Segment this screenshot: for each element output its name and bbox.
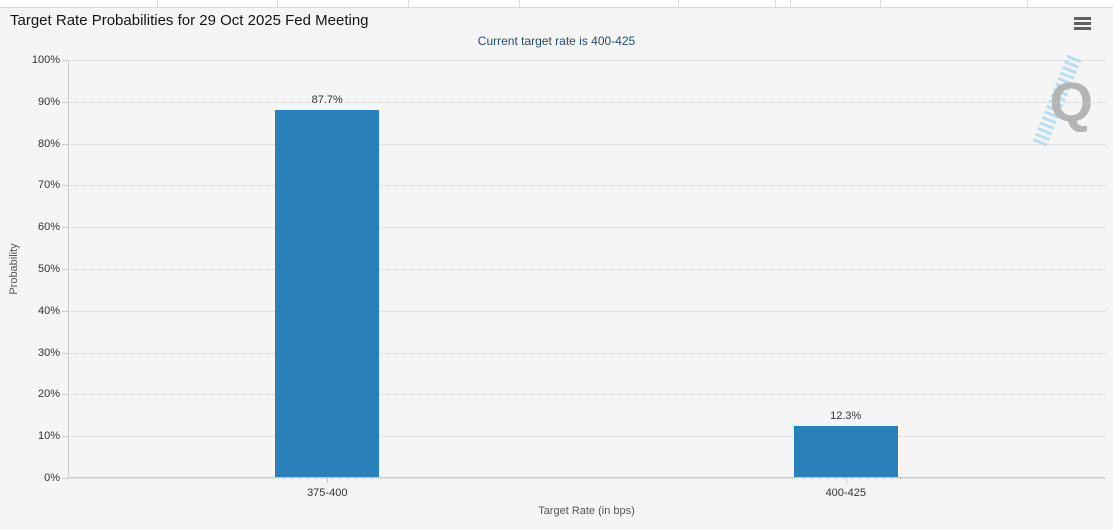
- y-tick-label: 30%: [37, 346, 60, 359]
- y-tick-label: 70%: [37, 179, 60, 192]
- top-strip: [0, 0, 1113, 8]
- gridline-30%: [68, 352, 1105, 354]
- gridline-80%: [68, 143, 1105, 145]
- gridline-100%: [68, 60, 1105, 61]
- chart-subtitle: Current target rate is 400-425: [477, 34, 636, 48]
- watermark-q-letter: Q: [1049, 70, 1093, 133]
- y-tick-label: 40%: [37, 304, 60, 317]
- top-strip-divider: [519, 0, 520, 7]
- y-tick-mark: [62, 60, 68, 61]
- quikstrike-watermark: Q: [1025, 54, 1097, 150]
- top-strip-divider: [790, 0, 791, 7]
- y-tick-mark: [62, 394, 68, 396]
- gridline-50%: [68, 269, 1105, 270]
- y-tick-mark: [62, 352, 68, 354]
- y-tick-label: 10%: [37, 430, 60, 443]
- y-tick-mark: [62, 101, 68, 103]
- bar-375-400[interactable]: [275, 110, 380, 477]
- y-tick-label: 80%: [37, 137, 60, 150]
- y-tick-label: 90%: [37, 95, 60, 108]
- x-axis-line: [68, 477, 1105, 478]
- y-tick-mark: [62, 269, 68, 270]
- top-strip-divider: [277, 0, 278, 7]
- x-category-label: 375-400: [307, 487, 348, 499]
- bar-value-label: 12.3%: [830, 409, 862, 422]
- top-strip-divider: [1027, 0, 1028, 7]
- y-tick-label: 20%: [37, 388, 60, 401]
- top-strip-divider: [880, 0, 881, 7]
- y-tick-label: 0%: [44, 472, 60, 484]
- gridline-10%: [68, 436, 1105, 438]
- gridline-60%: [68, 227, 1105, 229]
- gridline-70%: [68, 185, 1105, 187]
- y-tick-mark: [62, 143, 68, 145]
- y-tick-mark: [62, 478, 68, 479]
- plot-area: Q 87.7% 12.3%: [68, 54, 1105, 479]
- x-tick-mark: [327, 478, 329, 483]
- x-axis-title: Target Rate (in bps): [538, 505, 635, 517]
- x-category-label: 400-425: [825, 487, 866, 499]
- gridline-20%: [68, 394, 1105, 396]
- top-strip-divider: [157, 0, 158, 7]
- y-tick-mark: [62, 310, 68, 312]
- y-tick-mark: [62, 185, 68, 187]
- y-tick-mark: [62, 436, 68, 438]
- gridline-90%: [68, 101, 1105, 103]
- y-tick-label: 50%: [37, 263, 60, 275]
- chart-title: Target Rate Probabilities for 29 Oct 202…: [10, 12, 369, 29]
- chart-context-menu-button[interactable]: [1074, 14, 1098, 34]
- y-tick-label: 60%: [37, 221, 60, 234]
- top-strip-divider: [775, 0, 776, 7]
- x-tick-mark: [845, 478, 847, 483]
- hamburger-icon: [1074, 16, 1098, 30]
- gridline-40%: [68, 310, 1105, 312]
- gridline-0%: [68, 478, 1105, 479]
- top-strip-divider: [678, 0, 679, 7]
- top-strip-divider: [408, 0, 409, 7]
- y-tick-mark: [62, 227, 68, 229]
- bar-400-425[interactable]: [793, 425, 898, 477]
- bar-value-label: 87.7%: [311, 94, 343, 107]
- y-tick-label: 100%: [31, 54, 60, 66]
